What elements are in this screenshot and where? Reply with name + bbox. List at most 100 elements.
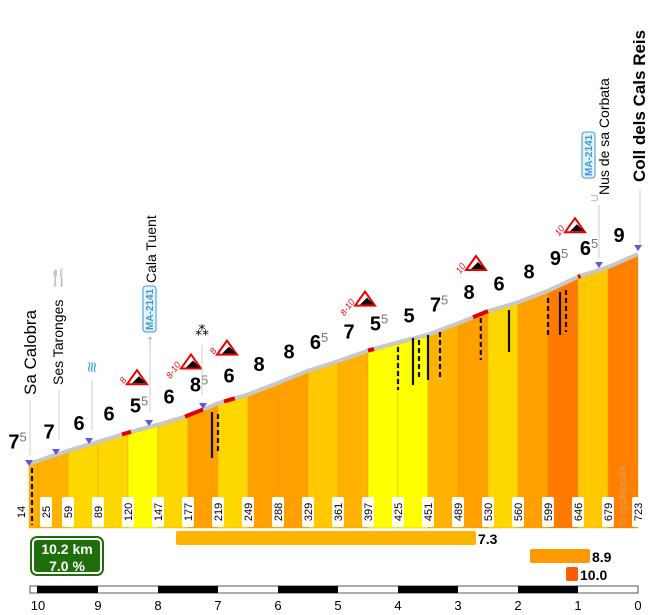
altitude-value: 89 [93,506,105,518]
altitude-label-bg [602,497,614,527]
steepest-section-bar [566,567,578,581]
altitude-label: 89 [92,497,105,527]
altitude-value: 59 [63,506,75,518]
gradient-label: 95 [550,246,568,270]
steep-warning-mountain [570,224,584,232]
viewpoint-icon: ⁂ [195,322,209,338]
altitude-label: 14 [15,497,28,527]
steep-warning-mountain [360,297,374,305]
poi-marker [145,420,153,426]
road-badge-label: MA-2141 [584,134,595,176]
poi-label-ses-taronges: Ses Taronges [50,300,66,385]
gradient-label: 6 [103,404,114,426]
distance-tick-label: 1 [574,598,581,613]
summary-distance: 10.2 km [41,541,93,557]
steep-warning-label: 8 [118,376,129,386]
poi-marker [25,460,33,466]
gradient-label-decimal: 5 [381,311,388,326]
poi-marker [634,245,642,251]
gradient-label: 9 [613,225,624,247]
distance-tick-label: 10 [31,598,45,613]
altitude-label: 25 [40,497,53,527]
gradient-label-decimal: 5 [201,372,208,387]
climb-summary-box: 10.2 km 7.0 % [30,536,104,576]
altitude-value: 599 [543,503,555,521]
gradient-label: 8 [523,262,534,284]
altitude-label: 723 [632,497,645,527]
altitude-label-bg [92,497,104,527]
distance-tick-label: 2 [514,598,521,613]
profile-segment [487,304,519,529]
altitude-label: 599 [542,497,555,527]
gradient-label: 55 [130,394,148,418]
profile-segment [28,462,39,529]
altitude-label-bg [542,497,554,527]
altitude-label-bg [182,497,194,527]
altitude-label: 59 [62,497,75,527]
gradient-label: 8 [283,342,294,364]
distance-tick-label: 6 [274,598,281,613]
altitude-value: 361 [333,503,345,521]
arrow-up-icon: ↑ [146,332,154,349]
road-badge [581,131,596,179]
altitude-value: 646 [573,503,585,521]
gradient-label-decimal: 5 [591,236,598,251]
gradient-label: 6 [73,413,84,435]
steep-warning-label: 8-10 [338,297,357,317]
altitude-label-bg [152,497,164,527]
steep-warning-mountain [132,376,146,384]
gradient-label: 65 [310,330,328,354]
altitude-label: 530 [482,497,495,527]
altitude-label: 329 [302,497,315,527]
altitude-label: 249 [242,497,255,527]
road-badge-label: MA-2141 [145,288,156,330]
poi-marker [52,449,60,455]
steep-section-mark [223,396,236,404]
altitude-label: 147 [152,497,165,527]
poi-marker [85,438,93,444]
distance-tick-label: 5 [334,598,341,613]
distance-scale-segment [37,586,98,593]
gradient-label-decimal: 5 [19,430,26,445]
profile-segment [577,268,609,529]
fork-knife-icon: 🍴 [48,267,69,288]
altitude-label: 679 [602,497,615,527]
distance-tick-label: 7 [214,598,221,613]
altitude-value: 489 [453,503,465,521]
altitude-label-bg [512,497,524,527]
altitude-value: 560 [513,503,525,521]
profile-segment [457,312,489,529]
altitude-label-bg [392,497,404,527]
poi-label-cala-tuent: Cala Tuent [143,215,159,283]
altitude-label-bg [40,497,52,527]
altitude-value: 288 [273,503,285,521]
steep-section-mark [577,274,582,279]
altitude-label: 177 [182,497,195,527]
altitude-value: 120 [123,503,135,521]
distance-scale-segment [278,586,338,593]
gradient-label: 6 [223,365,234,387]
altitude-label: 425 [392,497,405,527]
steepest-section-value: 7.3 [478,531,498,547]
gradient-label-decimal: 5 [141,394,148,409]
altitude-value: 451 [423,503,435,521]
poi-label-coll-dels-cals-reis: Coll dels Cals Reis [630,30,649,182]
watermark: © cyclingcols [618,467,629,526]
steep-section-mark [367,346,375,353]
altitude-value: 723 [633,503,645,521]
poi-label-nus-de-sa-corbata: Nus de sa Corbata [596,78,612,195]
steepest-section-bar [176,531,476,545]
altitude-value: 147 [153,503,165,521]
gradient-label: 6 [493,273,504,295]
poi-marker [199,403,207,409]
steep-section-mark [184,407,204,419]
altitude-label: 560 [512,497,525,527]
gradient-label: 85 [190,372,208,396]
profile-segment [517,292,549,529]
altitude-value: 219 [213,503,225,521]
altitude-value: 530 [483,503,495,521]
road-badge [142,285,157,333]
altitude-label-bg [302,497,314,527]
altitude-label: 219 [212,497,225,527]
